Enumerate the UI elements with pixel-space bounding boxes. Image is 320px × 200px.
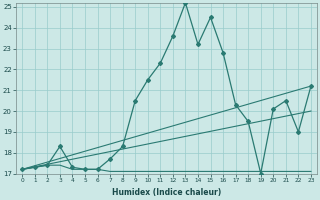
X-axis label: Humidex (Indice chaleur): Humidex (Indice chaleur) bbox=[112, 188, 221, 197]
